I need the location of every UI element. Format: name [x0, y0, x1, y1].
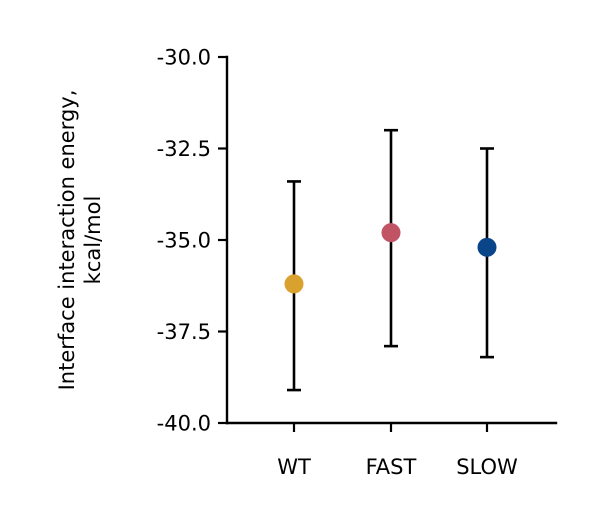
x-ticks: WT FAST SLOW: [277, 423, 518, 479]
y-tick-label: -32.5: [157, 137, 211, 161]
y-ticks: -30.0 -32.5 -35.0 -37.5 -40.0: [157, 46, 227, 436]
y-axis-title: Interface interaction energy, kcal/mol: [55, 90, 105, 391]
x-tick-label: FAST: [366, 455, 417, 479]
x-tick-label: WT: [277, 455, 311, 479]
y-axis-title-line2: kcal/mol: [81, 196, 105, 285]
y-axis-title-line1: Interface interaction energy,: [55, 90, 79, 391]
data-points: [284, 223, 497, 294]
y-tick-label: -35.0: [157, 229, 211, 253]
data-point: [381, 223, 401, 243]
y-tick-label: -37.5: [157, 320, 211, 344]
data-point: [284, 274, 304, 294]
y-tick-label: -30.0: [157, 46, 211, 70]
data-point: [477, 237, 497, 257]
y-tick-label: -40.0: [157, 412, 211, 436]
x-tick-label: SLOW: [456, 455, 518, 479]
error-bars: [287, 128, 494, 392]
